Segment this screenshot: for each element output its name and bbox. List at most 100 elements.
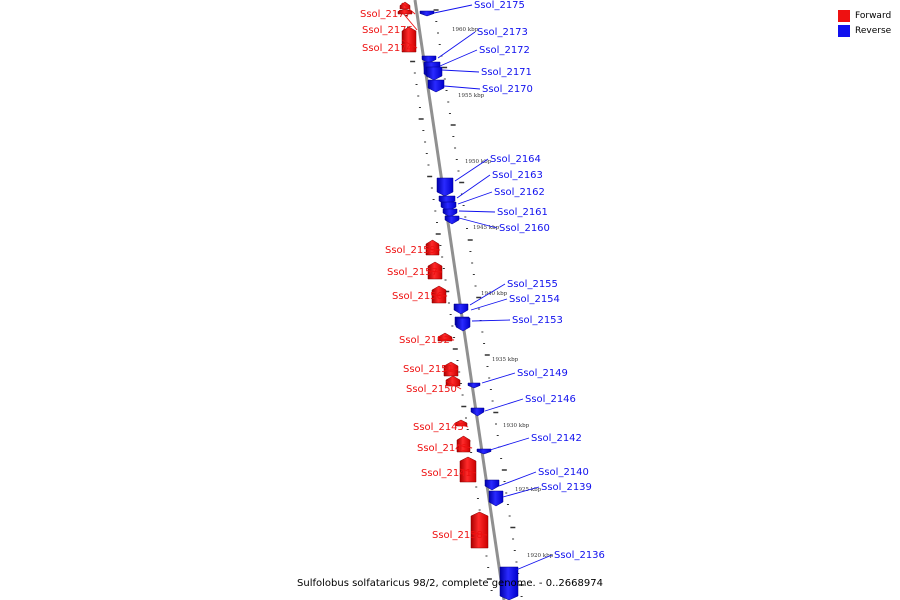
gene-leader-line	[456, 444, 473, 449]
gene-arrow[interactable]	[427, 79, 445, 93]
gene-label[interactable]: Ssol_2136	[554, 550, 605, 561]
gene-leader-line	[401, 2, 416, 15]
gene-ssol_2141[interactable]: Ssol_2141	[421, 456, 477, 483]
gene-label[interactable]: Ssol_2171	[481, 67, 532, 78]
gene-leader-line	[470, 532, 488, 536]
gene-ssol_2150[interactable]: Ssol_2150	[406, 375, 462, 395]
gene-arrow[interactable]	[425, 66, 443, 81]
gene-arrow[interactable]	[470, 407, 485, 417]
gene-label[interactable]: Ssol_2162	[494, 187, 545, 198]
gene-label[interactable]: Ssol_2143	[417, 443, 468, 454]
gene-label[interactable]: Ssol_2159	[385, 245, 436, 256]
gene-label[interactable]: Ssol_2142	[531, 433, 582, 444]
gene-arrow[interactable]	[444, 215, 460, 225]
gene-label[interactable]: Ssol_2146	[525, 394, 576, 405]
gene-ssol_2151[interactable]: Ssol_2151	[403, 361, 459, 377]
gene-ssol_2161[interactable]: Ssol_2161	[442, 207, 548, 218]
gene-label[interactable]: Ssol_2170	[482, 84, 533, 95]
gene-ssol_2149[interactable]: Ssol_2149	[467, 368, 568, 389]
gene-arrow[interactable]	[470, 511, 489, 549]
gene-arrow[interactable]	[443, 361, 459, 377]
gene-label[interactable]: Ssol_2177	[360, 9, 411, 20]
gene-ssol_2175[interactable]: Ssol_2175	[419, 0, 525, 17]
gene-arrow[interactable]	[442, 208, 458, 218]
gene-label[interactable]: Ssol_2138	[432, 530, 483, 541]
gene-label[interactable]: Ssol_2152	[399, 335, 450, 346]
gene-label[interactable]: Ssol_2172	[479, 45, 530, 56]
gene-label[interactable]: Ssol_2141	[421, 468, 472, 479]
gene-label[interactable]: Ssol_2154	[509, 294, 560, 305]
gene-arrow[interactable]	[484, 479, 500, 491]
gene-label[interactable]: Ssol_2164	[490, 154, 541, 165]
gene-ssol_2138[interactable]: Ssol_2138	[432, 511, 489, 549]
gene-label[interactable]: Ssol_2151	[403, 364, 454, 375]
gene-ssol_2174[interactable]: Ssol_2174	[362, 26, 418, 54]
forward-swatch	[838, 10, 850, 22]
gene-leader-line	[437, 31, 476, 59]
gene-ssol_2153[interactable]: Ssol_2153	[455, 315, 563, 332]
gene-label[interactable]: Ssol_2173	[477, 27, 528, 38]
gene-label[interactable]: Ssol_2157	[387, 267, 438, 278]
gene-ssol_2160[interactable]: Ssol_2160	[444, 215, 550, 234]
gene-leader-line	[454, 422, 469, 428]
gene-ssol_2145[interactable]: Ssol_2145	[413, 419, 469, 433]
gene-arrow[interactable]	[431, 285, 447, 304]
gene-label[interactable]: Ssol_2153	[512, 315, 563, 326]
gene-ssol_2155[interactable]: Ssol_2155	[453, 279, 558, 315]
gene-label[interactable]: Ssol_2150	[406, 384, 457, 395]
gene-label[interactable]: Ssol_2174	[362, 43, 413, 54]
gene-features: Ssol_2177 Ssol_2176 Ssol_2174 Ssol_2159 Ssol…	[360, 0, 605, 600]
gene-leader-line	[427, 270, 443, 273]
gene-label[interactable]: Ssol_2155	[507, 279, 558, 290]
kbp-tick-label: 1950 kbp	[465, 159, 492, 165]
gene-label[interactable]: Ssol_2163	[492, 170, 543, 181]
gene-label[interactable]: Ssol_2139	[541, 482, 592, 493]
gene-label[interactable]: Ssol_2176	[362, 25, 413, 36]
gene-leader-line	[401, 11, 418, 31]
gene-ssol_2152[interactable]: Ssol_2152	[399, 332, 455, 346]
gene-label[interactable]: Ssol_2156	[392, 291, 443, 302]
gene-ssol_2173[interactable]: Ssol_2173	[421, 27, 528, 64]
gene-ssol_2143[interactable]: Ssol_2143	[417, 435, 473, 454]
gene-label[interactable]: Ssol_2161	[497, 207, 548, 218]
kbp-tick-label: 1935 kbp	[492, 357, 519, 363]
gene-arrow[interactable]	[453, 303, 469, 315]
gene-arrow[interactable]	[397, 8, 413, 15]
gene-label[interactable]: Ssol_2149	[517, 368, 568, 379]
gene-ssol_2176[interactable]: Ssol_2176	[362, 8, 418, 36]
gene-ssol_2171[interactable]: Ssol_2171	[425, 66, 532, 81]
gene-ssol_2139[interactable]: Ssol_2139	[488, 482, 592, 507]
gene-ssol_2142[interactable]: Ssol_2142	[476, 433, 582, 455]
gene-arrow[interactable]	[455, 317, 471, 332]
gene-arrow[interactable]	[425, 239, 440, 256]
gene-label[interactable]: Ssol_2160	[499, 223, 550, 234]
legend-reverse: Reverse	[838, 24, 898, 39]
gene-leader-line	[439, 49, 478, 67]
gene-ssol_2170[interactable]: Ssol_2170	[427, 79, 533, 95]
gene-ssol_2146[interactable]: Ssol_2146	[470, 394, 576, 417]
gene-label[interactable]: Ssol_2175	[474, 0, 525, 11]
gene-arrow[interactable]	[421, 55, 437, 64]
gene-label[interactable]: Ssol_2145	[413, 422, 464, 433]
gene-ssol_2164[interactable]: Ssol_2164	[436, 154, 541, 197]
gene-arrow[interactable]	[459, 456, 477, 483]
gene-leader-line	[458, 217, 498, 229]
gene-ssol_2136[interactable]: Ssol_2136	[499, 550, 605, 600]
gene-ssol_2159[interactable]: Ssol_2159	[385, 239, 441, 256]
gene-arrow[interactable]	[499, 566, 519, 600]
gene-ssol_2157[interactable]: Ssol_2157	[387, 261, 443, 280]
gene-ssol_2177[interactable]: Ssol_2177	[360, 1, 416, 20]
gene-arrow[interactable]	[436, 177, 454, 197]
gene-leader-line	[443, 85, 481, 90]
gene-ssol_2140[interactable]: Ssol_2140	[484, 467, 589, 491]
gene-arrow[interactable]	[476, 448, 492, 455]
gene-arrow[interactable]	[427, 261, 443, 280]
gene-arrow[interactable]	[488, 490, 504, 507]
gene-arrow[interactable]	[419, 10, 435, 17]
gene-ssol_2156[interactable]: Ssol_2156	[392, 285, 448, 304]
gene-label[interactable]: Ssol_2140	[538, 467, 589, 478]
gene-arrow[interactable]	[467, 382, 481, 389]
legend-forward: Forward	[838, 9, 898, 24]
gene-leader-line	[401, 39, 418, 49]
gene-arrow[interactable]	[456, 435, 471, 453]
